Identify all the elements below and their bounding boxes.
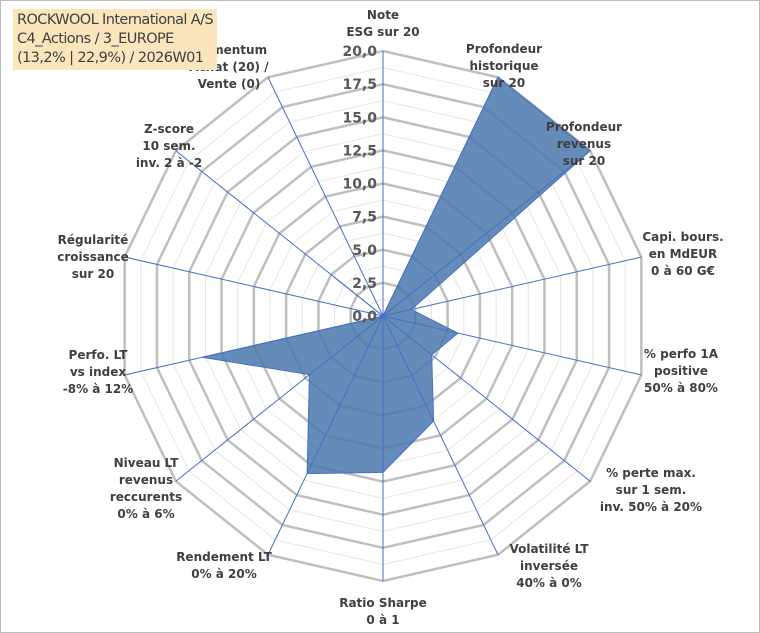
axis-label-line: inv. 2 à -2	[136, 156, 202, 170]
axis-label: Z-score 10 sem. inv. 2 à -2	[136, 122, 202, 170]
radial-axis	[124, 315, 384, 376]
tick-label: 12,5	[342, 143, 377, 159]
tick-label: 0,0	[352, 309, 377, 325]
radial-axis	[382, 150, 591, 317]
axis-label: Profondeur historique sur 20	[466, 42, 542, 90]
radial-axis	[382, 77, 499, 317]
axis-label-line: 10 sem.	[142, 139, 195, 153]
tick-label: 20,0	[342, 44, 377, 60]
axis-label-line: Z-score	[144, 122, 194, 136]
radial-axis	[382, 315, 642, 376]
radial-axis	[382, 315, 591, 482]
axis-label: Régularité croissance sur 20	[57, 233, 129, 281]
axis-label: Volatilité LT inversée 40% à 0%	[509, 542, 589, 590]
radial-axis	[267, 315, 384, 555]
tick-label: 7,5	[352, 210, 377, 226]
axis-label-line: ESG sur 20	[346, 25, 419, 39]
axis-label-line: 40% à 0%	[516, 576, 582, 590]
axis-label-line: historique	[469, 59, 538, 73]
radial-axis	[267, 77, 384, 317]
chart-title: ROCKWOOL International A/S C4_Actions / …	[13, 9, 218, 70]
axis-label-line: Capi. bours.	[642, 230, 723, 244]
axis-label-line: Niveau LT	[114, 456, 180, 470]
axis-label-line: croissance	[57, 250, 129, 264]
axis-label-line: en MdEUR	[649, 247, 718, 261]
axis-label: Rendement LT 0% à 20%	[176, 550, 272, 581]
radial-axis	[382, 256, 642, 317]
axis-label-line: % perte max.	[606, 466, 696, 480]
axis-label: Perfo. LT vs index -8% à 12%	[63, 348, 134, 396]
tick-label: 15,0	[342, 110, 377, 126]
axis-label-line: inversée	[520, 559, 578, 573]
tick-label: 5,0	[352, 243, 377, 259]
axis-label: Note ESG sur 20	[346, 8, 419, 39]
radial-axis	[175, 150, 384, 317]
axis-label: Niveau LT revenus reccurents 0% à 6%	[110, 456, 182, 521]
axis-label-line: Volatilité LT	[509, 542, 589, 556]
axis-label-line: -8% à 12%	[63, 382, 134, 396]
axis-label-line: inv. 50% à 20%	[600, 500, 702, 514]
title-line-company: ROCKWOOL International A/S	[17, 12, 214, 28]
radial-axis	[175, 315, 384, 482]
radial-axis	[382, 315, 499, 555]
axis-label-line: vs index	[70, 365, 127, 379]
axis-label-line: 50% à 80%	[644, 381, 718, 395]
axis-label-line: 0% à 20%	[191, 567, 257, 581]
axis-label-line: 0% à 6%	[117, 507, 174, 521]
radial-axis	[124, 256, 384, 317]
axis-label-line: Régularité	[58, 233, 129, 247]
tick-label: 17,5	[342, 77, 377, 93]
axis-label: % perfo 1A positive 50% à 80%	[644, 347, 719, 395]
axis-label-line: % perfo 1A	[644, 347, 719, 361]
tick-label: 2,5	[352, 276, 377, 292]
axis-label-line: Profondeur	[466, 42, 542, 56]
axis-label-line: sur 20	[72, 267, 114, 281]
axis-label-line: 0 à 60 G€	[651, 264, 715, 278]
axis-label-line: revenus	[119, 473, 173, 487]
axis-label-line: 0 à 1	[366, 613, 399, 627]
axis-label-line: sur 20	[563, 154, 605, 168]
axis-label-line: sur 20	[483, 76, 525, 90]
axis-label-line: revenus	[557, 137, 611, 151]
axis-label-line: reccurents	[110, 490, 182, 504]
title-line-category: C4_Actions / 3_EUROPE	[17, 31, 174, 47]
axis-label-line: Rendement LT	[176, 550, 272, 564]
axis-label-line: sur 1 sem.	[616, 483, 687, 497]
axis-label-line: Profondeur	[546, 120, 622, 134]
axis-label: Capi. bours. en MdEUR 0 à 60 G€	[642, 230, 723, 278]
axis-label: % perte max. sur 1 sem. inv. 50% à 20%	[600, 466, 702, 514]
axis-label: Profondeur revenus sur 20	[546, 120, 622, 168]
axis-label-line: Vente (0)	[198, 77, 261, 91]
axis-label-line: Note	[367, 8, 399, 22]
axis-label-line: Ratio Sharpe	[339, 596, 427, 610]
title-line-stats: (13,2% | 22,9%) / 2026W01	[17, 50, 204, 66]
tick-label: 10,0	[342, 177, 377, 193]
axis-label: Ratio Sharpe 0 à 1	[339, 596, 427, 627]
axis-label-line: positive	[654, 364, 708, 378]
axis-label-line: Perfo. LT	[69, 348, 129, 362]
